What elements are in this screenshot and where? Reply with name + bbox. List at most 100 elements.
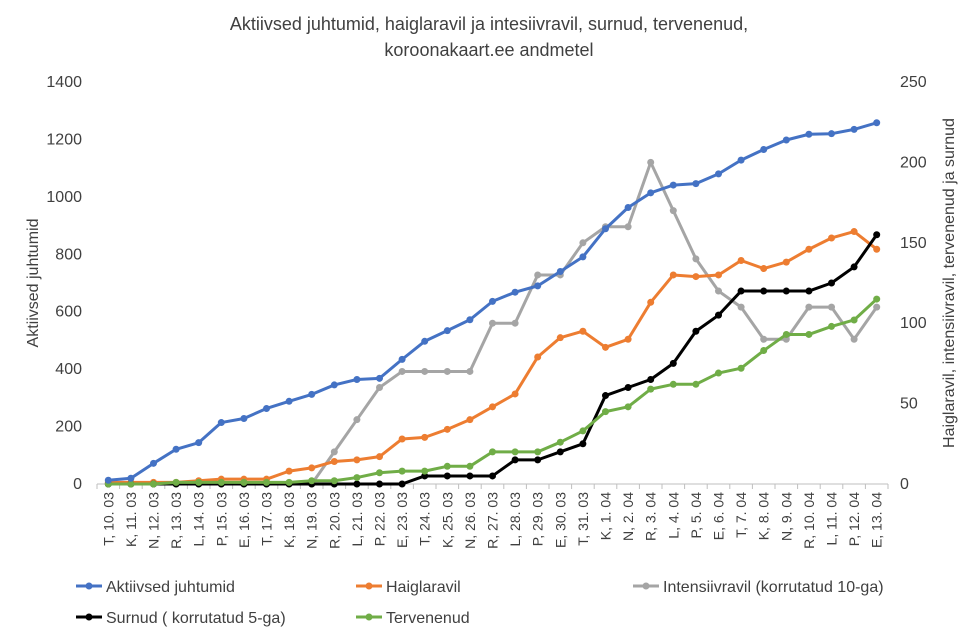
chart-title-line2: koroonakaart.ee andmetel — [384, 40, 593, 60]
data-point — [602, 343, 609, 351]
legend-label: Tervenenud — [386, 610, 470, 627]
x-tick-label: T, 10. 03 — [100, 492, 116, 546]
legend-swatch-marker — [642, 582, 650, 590]
x-tick-label: P, 29. 03 — [530, 492, 546, 546]
data-point — [534, 271, 542, 279]
data-point — [850, 125, 858, 133]
data-point — [398, 435, 406, 443]
legend-item: Haiglaravil — [356, 579, 461, 596]
legend-swatch-marker — [365, 582, 373, 590]
data-point — [217, 478, 225, 486]
data-point — [760, 335, 768, 343]
data-point — [511, 319, 519, 327]
axes: T, 10. 03 K, 11. 03 N, 12. 03 R, 13. 03 L, 1… — [46, 74, 926, 549]
data-point — [782, 136, 790, 144]
data-point — [624, 403, 632, 411]
data-point — [782, 330, 790, 338]
data-point — [489, 403, 496, 411]
x-tick-label: R, 3. 04 — [643, 492, 659, 541]
data-point — [376, 384, 383, 392]
data-point — [782, 258, 790, 266]
data-point — [443, 462, 451, 470]
y-tick-label-right: 150 — [900, 235, 927, 252]
data-point — [669, 181, 677, 189]
data-point — [828, 322, 835, 330]
data-point — [760, 347, 768, 355]
data-point — [692, 380, 700, 388]
x-tick-label: P, 5. 04 — [688, 492, 704, 539]
data-point — [421, 472, 429, 480]
data-point — [692, 255, 700, 263]
data-point — [805, 330, 813, 338]
data-point — [511, 390, 519, 398]
data-point — [579, 440, 587, 448]
data-point — [850, 263, 858, 271]
data-point — [760, 287, 768, 295]
y-tick-label-right: 100 — [900, 315, 927, 332]
data-point — [692, 180, 700, 188]
data-point — [330, 457, 338, 465]
data-point — [353, 375, 361, 383]
data-point — [850, 335, 858, 343]
x-tick-label: K, 18. 03 — [281, 492, 297, 548]
x-tick-label: L, 4. 04 — [665, 492, 681, 539]
data-point — [647, 385, 655, 393]
x-tick-label: L, 14. 03 — [191, 492, 207, 547]
data-point — [534, 448, 542, 456]
data-point — [308, 477, 316, 485]
x-tick-label: K, 1. 04 — [598, 492, 614, 540]
data-point — [624, 335, 632, 343]
data-point — [263, 478, 270, 486]
x-tick-label: N, 26. 03 — [462, 492, 478, 549]
data-point — [828, 303, 835, 311]
y-axis-left-label: Aktiivsed juhtumid — [25, 219, 42, 348]
data-point — [376, 480, 383, 488]
x-tick-label: K, 8. 04 — [756, 492, 772, 540]
data-point — [150, 459, 157, 467]
data-point — [647, 189, 655, 197]
data-point — [715, 287, 722, 295]
data-point — [669, 380, 677, 388]
legend-item: Tervenenud — [356, 610, 470, 627]
data-point — [489, 297, 496, 305]
x-tick-label: L, 11. 04 — [824, 492, 840, 546]
data-point — [172, 478, 180, 486]
data-point — [602, 225, 609, 233]
series-line — [108, 297, 878, 486]
legend-label: Aktiivsed juhtumid — [106, 579, 235, 596]
data-point — [850, 316, 858, 324]
data-point — [172, 445, 180, 453]
data-point — [489, 472, 496, 480]
data-point — [647, 298, 655, 306]
x-tick-label: R, 13. 03 — [168, 492, 184, 549]
y-tick-label-right: 50 — [900, 396, 918, 413]
data-point — [669, 207, 677, 215]
data-point — [760, 265, 768, 273]
data-point — [421, 337, 429, 345]
data-point — [692, 273, 700, 281]
y-axis-right-label: Haiglaravil, intensiivravil, tervenenud … — [941, 118, 958, 448]
legend-label: Intensiivravil (korrutatud 10-ga) — [663, 579, 884, 596]
legend-item: Intensiivravil (korrutatud 10-ga) — [633, 579, 884, 596]
x-tick-label: R, 27. 03 — [485, 492, 501, 549]
data-point — [692, 327, 700, 335]
data-point — [330, 381, 338, 389]
data-point — [466, 416, 474, 424]
x-tick-label: L, 28. 03 — [507, 492, 523, 547]
data-point — [647, 375, 655, 383]
legend-item: Surnud ( korrutatud 5-ga) — [76, 610, 286, 627]
data-point — [421, 433, 429, 441]
y-tick-label-right: 200 — [900, 154, 927, 171]
x-tick-label: E, 30. 03 — [552, 492, 568, 548]
data-point — [376, 374, 383, 382]
data-point — [353, 480, 361, 488]
data-point — [285, 467, 293, 475]
x-tick-label: K, 11. 03 — [123, 492, 139, 547]
series-layer — [104, 119, 881, 488]
data-point — [330, 448, 338, 456]
data-point — [624, 384, 632, 392]
data-point — [466, 316, 474, 324]
data-point — [534, 353, 542, 361]
data-point — [534, 282, 542, 290]
data-point — [782, 287, 790, 295]
